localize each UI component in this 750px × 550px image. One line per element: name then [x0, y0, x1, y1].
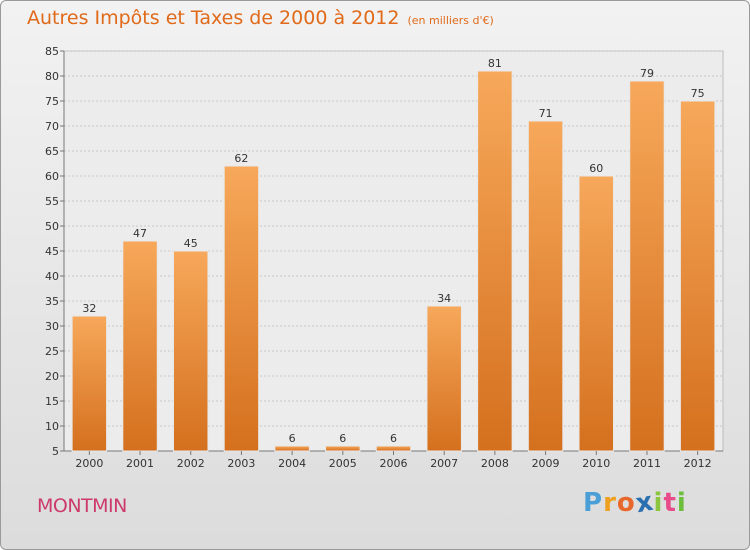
bar — [375, 445, 412, 452]
data-label: 71 — [539, 107, 553, 120]
bar — [578, 175, 615, 452]
x-tick-label: 2001 — [126, 457, 154, 470]
data-label: 6 — [339, 432, 346, 445]
bar — [477, 70, 513, 452]
y-tick-label: 30 — [45, 320, 59, 333]
data-label: 47 — [133, 227, 147, 240]
y-tick-label: 25 — [45, 345, 59, 358]
bar — [274, 445, 310, 452]
data-label: 45 — [184, 237, 198, 250]
data-label: 32 — [82, 302, 96, 315]
y-tick-label: 70 — [45, 120, 59, 133]
x-tick-label: 2009 — [532, 457, 560, 470]
y-tick-label: 40 — [45, 270, 59, 283]
y-tick-label: 20 — [45, 370, 59, 383]
chart-title: Autres Impôts et Taxes de 2000 à 2012 — [27, 7, 400, 29]
y-tick-label: 5 — [52, 445, 59, 458]
y-tick-label: 10 — [45, 420, 59, 433]
data-label: 79 — [640, 67, 654, 80]
bar — [629, 80, 665, 452]
x-tick-label: 2012 — [684, 457, 712, 470]
bar — [426, 305, 462, 452]
x-tick-label: 2004 — [278, 457, 306, 470]
y-tick-label: 35 — [45, 295, 59, 308]
logo-letter: i — [653, 488, 664, 518]
logo-letter: o — [616, 488, 636, 518]
bar — [172, 250, 209, 452]
y-tick-label: 65 — [45, 145, 59, 158]
bar — [223, 165, 260, 452]
data-label: 6 — [390, 432, 397, 445]
x-axis: 2000 2001 2002 2003 2004 2005 2006 2007 2008 2009… — [75, 451, 712, 470]
x-tick-label: 2002 — [177, 457, 205, 470]
logo-letter: r — [603, 488, 617, 518]
x-tick-label: 2007 — [430, 457, 458, 470]
town-name: MONTMIN — [37, 495, 127, 517]
data-label: 60 — [589, 162, 603, 175]
data-label: 62 — [234, 152, 248, 165]
y-tick-label: 50 — [45, 220, 59, 233]
bar — [527, 120, 564, 452]
y-tick-label: 55 — [45, 195, 59, 208]
proxiti-logo: Proxiti — [583, 487, 687, 520]
data-label: 34 — [437, 292, 451, 305]
y-tick-label: 80 — [45, 70, 59, 83]
y-tick-label: 75 — [45, 95, 59, 108]
chart-title-block: Autres Impôts et Taxes de 2000 à 2012 (en… — [27, 7, 494, 29]
logo-letter: t — [663, 488, 677, 518]
y-tick-label: 15 — [45, 395, 59, 408]
x-tick-label: 2003 — [227, 457, 255, 470]
x-tick-label: 2010 — [582, 457, 610, 470]
bars: 32 47 45 62 6 6 6 34 81 71 60 79 75 — [71, 57, 716, 452]
x-tick-label: 2005 — [329, 457, 357, 470]
x-tick-label: 2008 — [481, 457, 509, 470]
x-tick-label: 2011 — [633, 457, 661, 470]
logo-letter: i — [676, 488, 687, 518]
data-label: 81 — [488, 57, 502, 70]
bar — [71, 315, 108, 452]
data-label: 75 — [691, 87, 705, 100]
x-tick-label: 2006 — [380, 457, 408, 470]
bar — [122, 240, 158, 452]
y-tick-label: 45 — [45, 245, 59, 258]
x-tick-label: 2000 — [75, 457, 103, 470]
y-tick-label: 85 — [45, 45, 59, 58]
bar — [679, 100, 716, 452]
bar — [325, 445, 361, 452]
data-label: 6 — [289, 432, 296, 445]
chart-subtitle: (en milliers d'€) — [407, 14, 494, 27]
logo-letter: P — [583, 488, 604, 518]
y-tick-label: 60 — [45, 170, 59, 183]
